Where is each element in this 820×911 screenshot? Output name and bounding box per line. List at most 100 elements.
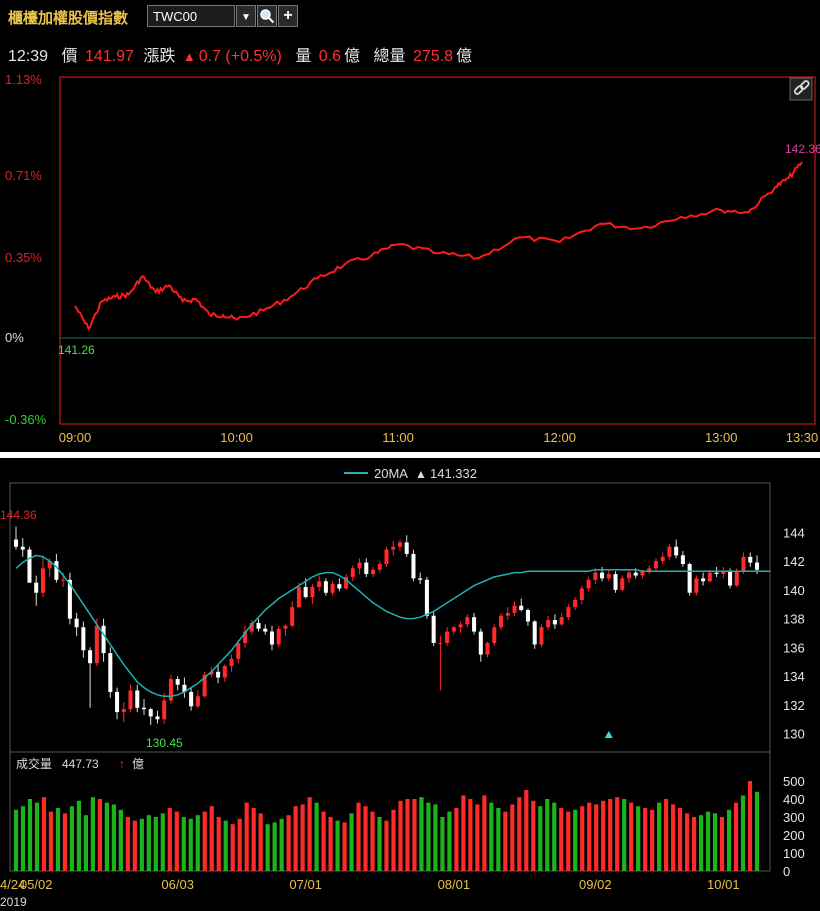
quote-bar: 12:39 價 141.97 漲跌 ▲ 0.7 (+0.5%) 量 0.6 億 總量… [8, 42, 475, 66]
period-low-label: 130.45 [146, 736, 183, 750]
volume-bar [188, 818, 193, 871]
symbol-input[interactable]: TWC00 [147, 5, 235, 27]
candle [377, 561, 382, 573]
link-icon [793, 80, 810, 95]
volume-bar [698, 815, 704, 871]
candle [397, 539, 402, 552]
volume-bar [524, 790, 529, 871]
volume-bar [279, 818, 284, 871]
volume-legend: 成交量 447.73 ↑ 億 [16, 756, 144, 771]
total-volume-label: 總量 [373, 48, 406, 65]
volume-bar [726, 809, 732, 871]
volume-bar [223, 820, 228, 871]
volume-bar [174, 811, 179, 871]
candle [108, 647, 113, 698]
volume-bar [146, 815, 151, 871]
volume-bar [216, 817, 221, 871]
volume-y-tick-label: 500 [783, 774, 805, 789]
daily-x-tick-label: 06/03 [161, 877, 194, 892]
volume-bar [181, 817, 186, 871]
price-y-tick-label: 132 [783, 698, 805, 713]
candle [94, 618, 99, 667]
candle [54, 553, 59, 583]
candle [155, 710, 160, 724]
candle [115, 687, 120, 720]
candle [283, 624, 288, 636]
event-marker-icon[interactable] [604, 731, 613, 738]
volume-bar [104, 802, 109, 871]
volume-bar [412, 799, 417, 871]
candle [418, 572, 423, 585]
candle [411, 549, 416, 582]
candle [135, 684, 140, 713]
candle [492, 624, 497, 646]
volume-bar [300, 804, 305, 871]
price-y-tick-label: 130 [783, 727, 805, 742]
daily-x-tick-label: 08/01 [438, 877, 471, 892]
volume-bar [678, 808, 683, 871]
candle [505, 607, 510, 621]
candle [182, 677, 187, 698]
candle [620, 575, 625, 592]
intraday-price-line [74, 161, 803, 331]
volume-bar [559, 808, 564, 871]
daily-x-tick-label: 4/24 [0, 877, 25, 892]
candle [276, 625, 281, 648]
daily-x-tick-label: 09/02 [579, 877, 612, 892]
candle [498, 612, 504, 631]
volume-bar [552, 802, 557, 871]
volume-bar [272, 822, 277, 871]
volume-bar [643, 808, 648, 871]
volume-bar [167, 808, 172, 871]
candle [748, 552, 753, 567]
ma-legend: 20MA ▲ 141.332 [344, 466, 477, 481]
candle [606, 569, 611, 582]
candle [701, 572, 706, 586]
symbol-dropdown-button[interactable]: ▼ [236, 5, 256, 27]
candle [249, 620, 254, 635]
volume-bar [328, 817, 333, 871]
ma-legend-label: 20MA [374, 466, 408, 481]
volume-bar [335, 820, 340, 871]
volume-bar [594, 804, 599, 871]
candle [478, 628, 483, 662]
candle [216, 664, 221, 684]
volume-bar [62, 813, 68, 871]
candle [573, 597, 578, 610]
price-y-tick-label: 136 [783, 640, 805, 655]
ma-legend-arrow: ▲ [415, 467, 427, 481]
candle [148, 707, 153, 725]
candle [175, 676, 180, 691]
volume-bar [733, 802, 739, 871]
volume-bar [468, 799, 473, 871]
volume-bar [27, 799, 33, 871]
candle [290, 601, 295, 628]
link-button[interactable] [789, 77, 813, 101]
add-button[interactable]: + [278, 5, 298, 27]
volume-bar [657, 802, 662, 871]
candle [256, 618, 261, 632]
volume-bar [202, 811, 207, 871]
total-volume-unit: 億 [456, 48, 473, 65]
price-label: 價 [61, 48, 78, 65]
search-button[interactable] [257, 5, 277, 27]
volume-bar [608, 799, 613, 871]
toolbar: 櫃檯加權股價指數 TWC00 ▼ + [0, 0, 820, 34]
volume-bar [496, 808, 501, 871]
volume-bar [69, 806, 75, 871]
volume-bar [286, 815, 291, 871]
volume-bar [195, 815, 200, 871]
candle [364, 558, 369, 577]
candle [195, 690, 200, 708]
volume-bar [601, 800, 606, 871]
candle [269, 625, 275, 651]
volume-legend-value: 447.73 [62, 757, 99, 771]
candle [546, 615, 551, 631]
candle [34, 575, 39, 606]
volume-bar [629, 802, 634, 871]
volume-bar [622, 799, 627, 871]
chart-divider [0, 452, 820, 458]
price-y-tick-label: 138 [783, 612, 805, 627]
daily-x-tick-label: 10/01 [707, 877, 740, 892]
candle [67, 572, 72, 625]
